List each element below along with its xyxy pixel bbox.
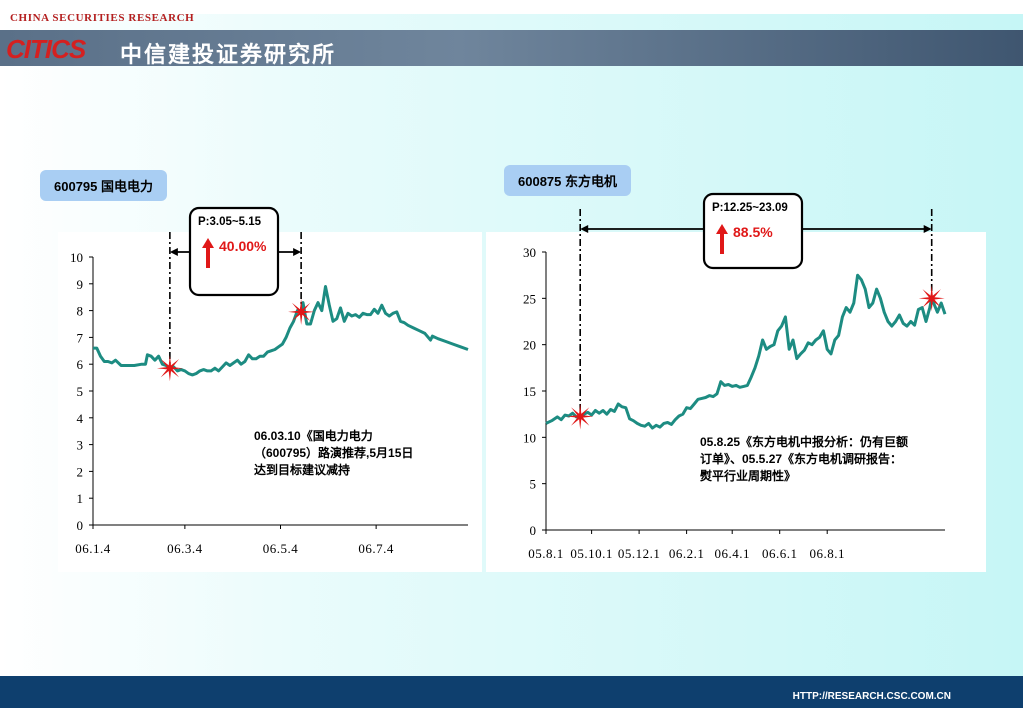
left-note-line: （600795）路演推荐,5月15日 — [254, 446, 414, 460]
left-note: 06.03.10《国电力电力 （600795）路演推荐,5月15日 达到目标建议… — [254, 428, 413, 479]
header-subtitle: CHINA SECURITIES RESEARCH — [10, 12, 195, 24]
citics-logo: CITICS — [6, 34, 86, 64]
top-strip — [0, 0, 1023, 14]
header-banner — [0, 30, 1023, 66]
right-note: 05.8.25《东方电机中报分析：仍有巨额 订单》、05.5.27《东方电机调研… — [700, 434, 908, 485]
left-panel-bg — [58, 232, 482, 572]
right-note-line: 05.8.25《东方电机中报分析：仍有巨额 — [700, 435, 909, 449]
footer-bar — [0, 676, 1023, 708]
footer-url: HTTP://RESEARCH.CSC.COM.CN — [792, 691, 951, 702]
firm-name: 中信建投证券研究所 — [120, 42, 337, 67]
left-note-line: 06.03.10《国电力电力 — [254, 429, 373, 443]
right-panel-bg — [486, 232, 986, 572]
right-price-range: P:12.25~23.09 — [712, 202, 788, 214]
right-note-line: 订单》、05.5.27《东方电机调研报告： — [700, 452, 903, 466]
left-price-range: P:3.05~5.15 — [198, 216, 262, 228]
left-note-line: 达到目标建议减持 — [254, 463, 351, 477]
right-stock-label: 600875 东方电机 — [504, 165, 631, 196]
right-note-line: 熨平行业周期性》 — [700, 469, 797, 483]
left-stock-label: 600795 国电电力 — [40, 170, 167, 201]
